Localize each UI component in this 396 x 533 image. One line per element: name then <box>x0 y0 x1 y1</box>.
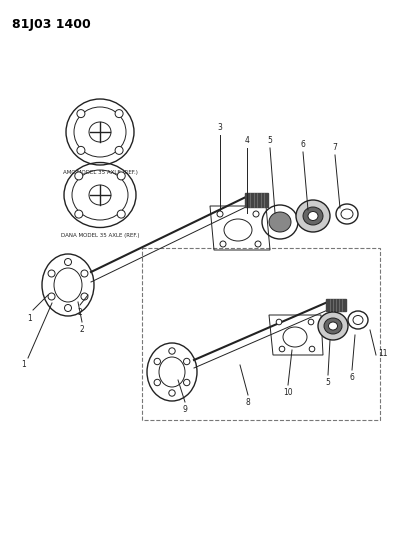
Circle shape <box>77 147 85 155</box>
Circle shape <box>255 241 261 247</box>
Circle shape <box>81 270 88 277</box>
Ellipse shape <box>318 312 348 340</box>
Circle shape <box>65 259 72 265</box>
Circle shape <box>48 270 55 277</box>
Circle shape <box>169 390 175 396</box>
Ellipse shape <box>269 212 291 232</box>
Text: 1: 1 <box>22 360 27 369</box>
Ellipse shape <box>303 207 323 225</box>
Circle shape <box>276 319 282 325</box>
Text: 5: 5 <box>268 136 272 145</box>
Text: 81J03 1400: 81J03 1400 <box>12 18 91 31</box>
Polygon shape <box>245 193 268 207</box>
Text: DANA MODEL 35 AXLE (REF.): DANA MODEL 35 AXLE (REF.) <box>61 233 139 238</box>
Text: 6: 6 <box>350 373 354 382</box>
Text: AMC MODEL 35 AXLE (REF.): AMC MODEL 35 AXLE (REF.) <box>63 170 137 175</box>
Text: 6: 6 <box>301 140 305 149</box>
Circle shape <box>154 379 160 386</box>
Circle shape <box>154 358 160 365</box>
Text: 2: 2 <box>78 308 82 317</box>
Text: 2: 2 <box>80 325 84 334</box>
Text: 10: 10 <box>283 388 293 397</box>
Circle shape <box>115 110 123 118</box>
Circle shape <box>75 210 83 218</box>
Circle shape <box>217 211 223 217</box>
Circle shape <box>279 346 285 352</box>
Circle shape <box>169 348 175 354</box>
Text: 5: 5 <box>326 378 330 387</box>
Ellipse shape <box>308 212 318 221</box>
Ellipse shape <box>296 200 330 232</box>
Text: 8: 8 <box>246 398 250 407</box>
Circle shape <box>65 304 72 311</box>
Text: 7: 7 <box>333 143 337 152</box>
Circle shape <box>220 241 226 247</box>
Circle shape <box>48 293 55 300</box>
Circle shape <box>77 110 85 118</box>
Circle shape <box>183 358 190 365</box>
Circle shape <box>117 210 125 218</box>
Circle shape <box>309 346 315 352</box>
Text: 4: 4 <box>245 136 249 145</box>
Circle shape <box>75 172 83 180</box>
Circle shape <box>308 319 314 325</box>
Text: 1: 1 <box>28 314 32 323</box>
Circle shape <box>115 147 123 155</box>
Circle shape <box>81 293 88 300</box>
Circle shape <box>253 211 259 217</box>
Polygon shape <box>326 299 346 311</box>
Text: 9: 9 <box>183 405 187 414</box>
Ellipse shape <box>324 318 342 334</box>
Text: 11: 11 <box>378 349 388 358</box>
Ellipse shape <box>329 322 337 330</box>
Circle shape <box>183 379 190 386</box>
Circle shape <box>117 172 125 180</box>
Text: 3: 3 <box>217 123 223 132</box>
